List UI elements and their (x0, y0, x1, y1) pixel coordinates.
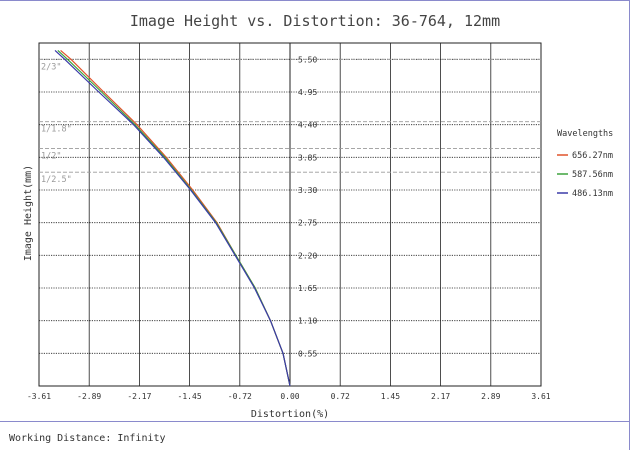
y-tick-label: 5.50 (298, 55, 317, 64)
legend-entry: 656.27nm (572, 151, 613, 161)
series-line (60, 49, 291, 387)
y-tick-label: 3.30 (298, 186, 317, 195)
y-tick-label: 3.85 (298, 153, 317, 162)
y-tick-label: 0.55 (298, 349, 317, 358)
x-tick-label: -3.61 (27, 392, 51, 401)
x-tick-label: -1.45 (178, 392, 202, 401)
y-tick-label: 4.40 (298, 121, 317, 130)
x-tick-label: -2.89 (77, 392, 101, 401)
legend-entry: 587.56nm (572, 170, 613, 180)
x-axis-label: Distortion(%) (251, 409, 329, 420)
y-tick-label: 2.75 (298, 219, 317, 228)
plot-area: -3.61 -2.89 -2.17 -1.45 -0.72 0.00 0.72 1.45 2.1… (27, 42, 551, 401)
x-tick-label: -0.72 (228, 392, 252, 401)
y-tick-label: 4.95 (298, 88, 317, 97)
x-tick-label: 1.45 (381, 392, 400, 401)
legend-entry: 486.13nm (572, 189, 613, 199)
series-line (54, 49, 291, 387)
x-tick-label: 2.17 (431, 392, 450, 401)
working-distance-text: Working Distance: Infinity (9, 433, 166, 444)
y-tick-label: 1.10 (298, 317, 317, 326)
sensor-label: 1/2.5" (41, 175, 72, 185)
sensor-label: 2/3" (41, 62, 61, 72)
sensor-label: 1/1.8" (41, 125, 72, 135)
x-tick-label: -2.17 (127, 392, 151, 401)
sensor-label: 1/2" (41, 151, 61, 161)
chart-title: Image Height vs. Distortion: 36-764, 12m… (130, 12, 500, 30)
x-tick-label: 3.61 (531, 392, 550, 401)
x-tick-label: 2.89 (481, 392, 500, 401)
series-line (57, 49, 291, 387)
x-tick-label: 0.72 (331, 392, 350, 401)
y-tick-label: 1.65 (298, 284, 317, 293)
y-tick-label: 2.20 (298, 251, 317, 260)
legend-title: Wavelengths (557, 129, 613, 139)
legend: Wavelengths 656.27nm 587.56nm 486.13nm (557, 129, 613, 199)
y-axis-label: Image Height(mm) (23, 165, 34, 261)
x-tick-label: 0.00 (280, 392, 299, 401)
